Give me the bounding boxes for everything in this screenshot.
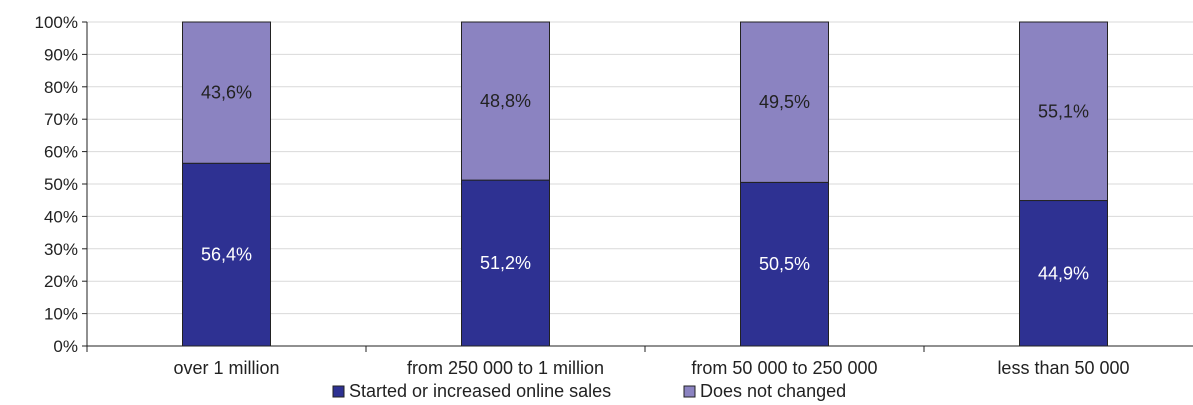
y-tick-label: 0% <box>53 337 78 356</box>
x-tick-label: from 250 000 to 1 million <box>407 358 604 378</box>
x-tick-label: over 1 million <box>173 358 279 378</box>
data-label: 50,5% <box>759 254 810 274</box>
y-tick-label: 50% <box>44 175 78 194</box>
y-tick-label: 90% <box>44 45 78 64</box>
bar-segment <box>740 21 829 183</box>
legend-swatch-started <box>332 385 345 398</box>
bar-segment <box>1019 200 1108 347</box>
data-label: 44,9% <box>1038 263 1089 283</box>
bar-segment <box>461 21 550 181</box>
axes <box>82 21 1193 352</box>
x-tick-label: from 50 000 to 250 000 <box>691 358 877 378</box>
data-label: 55,1% <box>1038 101 1089 121</box>
y-tick-label: 80% <box>44 78 78 97</box>
data-label: 49,5% <box>759 92 810 112</box>
y-tick-label: 30% <box>44 240 78 259</box>
x-tick-label: less than 50 000 <box>997 358 1129 378</box>
data-labels: 56,4% 43,6% 51,2% 48,8% 50,5% 49,5% 44,9% 55,1% <box>201 83 1089 284</box>
y-tick-label: 60% <box>44 143 78 162</box>
data-label: 43,6% <box>201 83 252 103</box>
data-label: 48,8% <box>480 91 531 111</box>
legend-label-started: Started or increased online sales <box>349 381 611 401</box>
y-tick-label: 10% <box>44 305 78 324</box>
bar-segment <box>1019 21 1108 202</box>
y-tick-label: 20% <box>44 272 78 291</box>
y-tick-labels: 0% 10% 20% 30% 40% 50% 60% 70% 80% 90% 100% <box>35 13 78 356</box>
legend-label-not-changed: Does not changed <box>700 381 846 401</box>
y-tick-label: 40% <box>44 207 78 226</box>
legend: Started or increased online sales Does n… <box>332 381 846 401</box>
data-label: 51,2% <box>480 253 531 273</box>
x-tick-labels: over 1 million from 250 000 to 1 million f… <box>173 358 1129 378</box>
bar-segment <box>182 21 271 164</box>
legend-swatch-not-changed <box>683 385 696 398</box>
y-tick-label: 70% <box>44 110 78 129</box>
gridlines <box>87 21 1193 315</box>
y-tick-label: 100% <box>35 13 78 32</box>
data-label: 56,4% <box>201 245 252 265</box>
bar-segment <box>740 181 829 347</box>
